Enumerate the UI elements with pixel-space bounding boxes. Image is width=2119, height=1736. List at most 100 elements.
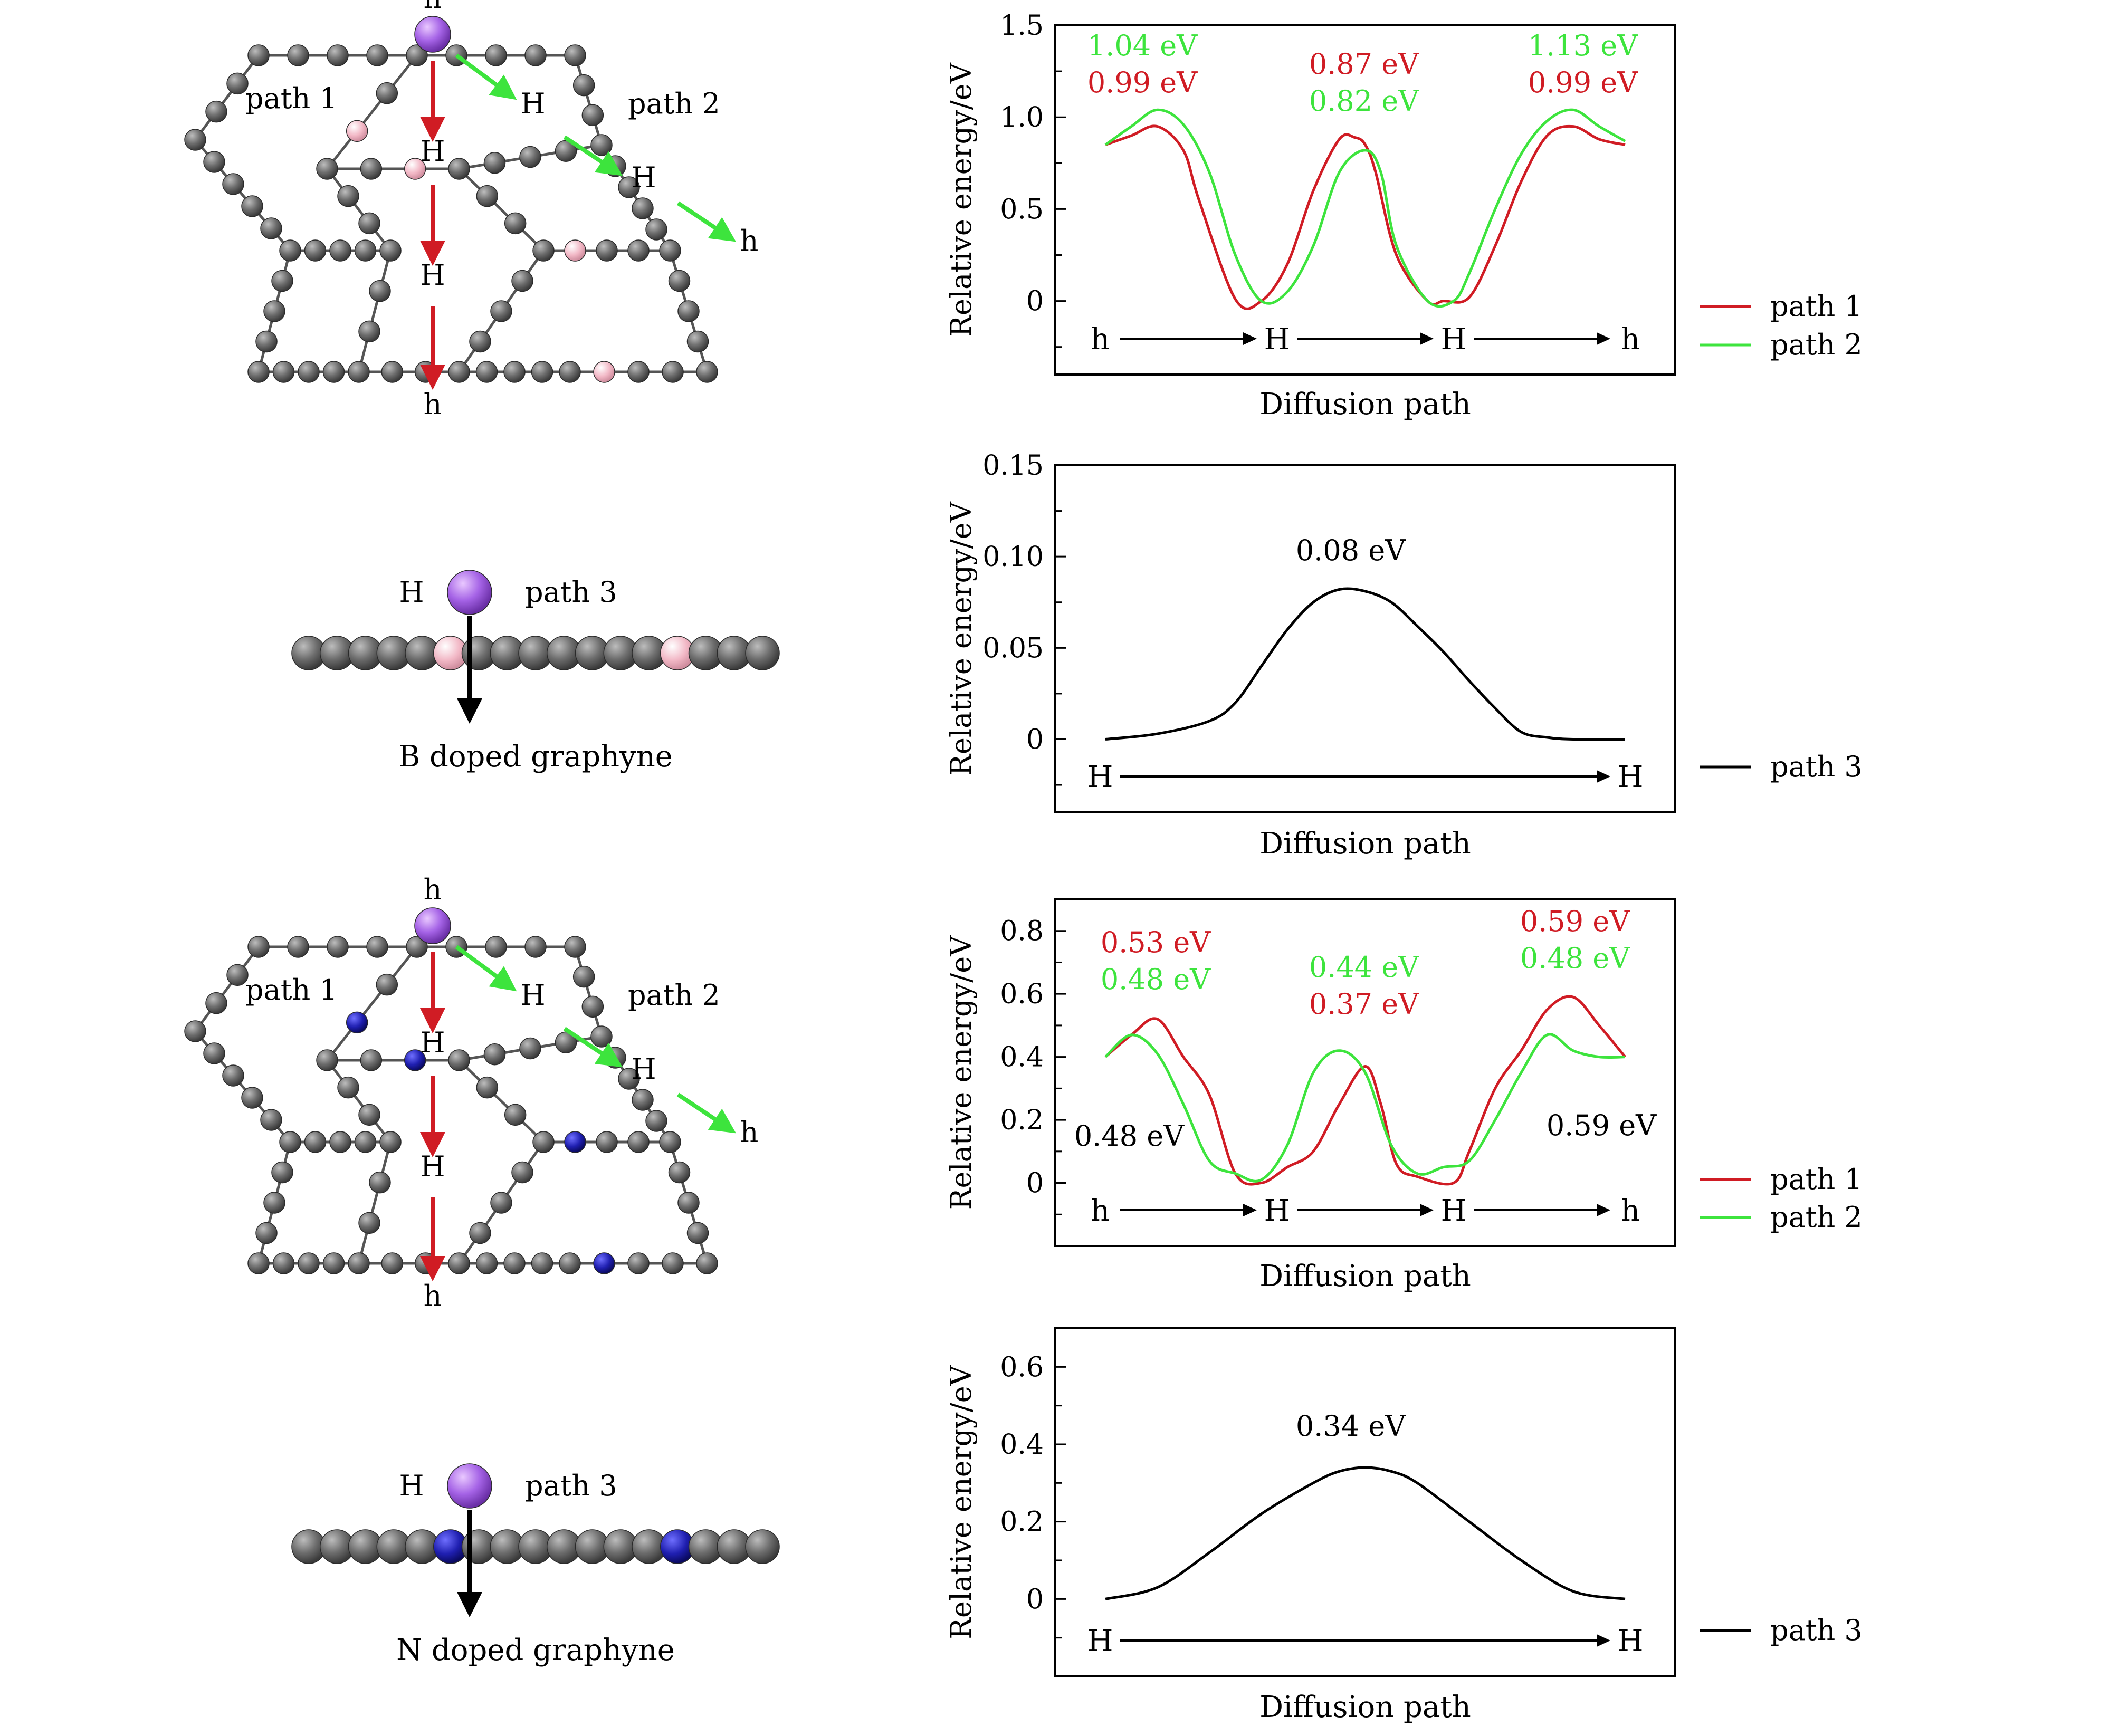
legend-label: path 3	[1770, 750, 1863, 783]
carbon-atom	[327, 44, 349, 66]
chart-n-doped-path3: 0.6 0.4 0.2 0 Relative energy/eV Diffusion pa…	[944, 1327, 1863, 1724]
energy-annotation: 0.48 eV	[1520, 942, 1630, 975]
carbon-atom	[271, 1161, 293, 1184]
hydrogen-atom	[414, 16, 451, 53]
carbon-atom	[316, 158, 338, 180]
carbon-atom	[263, 300, 285, 322]
carbon-atom	[662, 361, 684, 383]
carbon-atom	[668, 1161, 691, 1184]
path-site-label: H	[1264, 322, 1290, 357]
n-doped-top-view: h H Hh H Hh path 1 path 2	[184, 873, 759, 1312]
structure-caption: N doped graphyne	[396, 1633, 675, 1667]
legend-label: path 3	[1770, 1614, 1863, 1647]
carbon-atom	[287, 44, 309, 66]
carbon-atom	[381, 1252, 404, 1274]
legend-label: path 1	[1770, 1163, 1863, 1196]
carbon-atom	[581, 104, 604, 127]
y-tick-label: 0	[1026, 1168, 1044, 1200]
carbon-atom	[519, 1037, 541, 1060]
carbon-atom	[279, 239, 301, 262]
energy-annotation: 0.59 eV	[1520, 905, 1630, 938]
carbon-atom	[358, 1212, 380, 1234]
path2-arrow	[563, 1027, 623, 1068]
carbon-atom	[662, 1252, 684, 1274]
series-line-path-1	[1105, 124, 1626, 310]
carbon-atom	[322, 361, 345, 383]
y-tick-label: 0	[1026, 286, 1044, 318]
carbon-atom	[559, 361, 581, 383]
carbon-atom	[376, 82, 398, 104]
carbon-atom	[745, 636, 780, 670]
carbon-atom	[381, 361, 404, 383]
site-label: h	[424, 1279, 442, 1312]
carbon-atom	[205, 992, 227, 1014]
carbon-atom	[379, 1131, 402, 1153]
energy-annotation: 0.59 eV	[1547, 1109, 1657, 1142]
carbon-atom	[476, 1076, 499, 1099]
carbon-atom	[677, 300, 700, 322]
path2-arrow	[455, 53, 517, 100]
carbon-atom	[504, 212, 527, 235]
path-site-label: H	[1087, 1624, 1113, 1658]
y-tick-label: 0.2	[1000, 1507, 1044, 1538]
site-label: H	[420, 135, 445, 168]
carbon-atom	[475, 361, 498, 383]
path2-arrow	[563, 135, 623, 176]
site-label: H	[420, 258, 445, 292]
series-line-path-2	[1104, 1033, 1626, 1183]
carbon-atom	[369, 280, 391, 302]
carbon-atom	[659, 239, 681, 262]
carbon-atom	[260, 217, 282, 239]
path-arrow-head	[1420, 1204, 1434, 1216]
carbon-atom	[572, 965, 595, 988]
carbon-atom	[532, 239, 555, 262]
path-site-label: H	[1441, 1194, 1467, 1228]
carbon-atom	[696, 1252, 718, 1274]
carbon-atom	[504, 1104, 527, 1126]
y-axis-label: Relative energy/eV	[944, 501, 978, 775]
site-label: H	[631, 161, 656, 194]
path-arrow-head	[1597, 1634, 1610, 1647]
path-site-label: H	[1618, 760, 1644, 794]
carbon-atom	[241, 195, 263, 217]
carbon-atom	[376, 973, 398, 996]
carbon-atom	[279, 1131, 301, 1153]
energy-annotation: 0.34 eV	[1296, 1409, 1406, 1443]
carbon-atom	[247, 44, 270, 66]
carbon-atom	[596, 239, 618, 262]
plot-frame	[1054, 1327, 1676, 1677]
carbon-atom	[304, 239, 327, 262]
energy-annotation: 0.99 eV	[1528, 66, 1638, 99]
carbon-atom	[475, 1252, 498, 1274]
carbon-atom	[590, 134, 613, 156]
carbon-atom	[581, 995, 604, 1018]
path-arrow-head	[1597, 770, 1610, 783]
carbon-atom	[627, 361, 650, 383]
carbon-atom	[511, 1161, 533, 1184]
y-axis-label: Relative energy/eV	[944, 935, 978, 1210]
site-label: h	[740, 1116, 759, 1149]
carbon-atom	[564, 44, 586, 66]
carbon-atom	[369, 1171, 391, 1194]
carbon-atom	[354, 1131, 377, 1153]
carbon-atom	[519, 146, 541, 168]
carbon-atom	[668, 270, 691, 292]
hydrogen-atom	[414, 907, 451, 944]
carbon-atom	[247, 1252, 270, 1274]
energy-annotation: 0.53 eV	[1101, 926, 1211, 959]
energy-annotation: 1.13 eV	[1528, 29, 1638, 62]
carbon-atom	[337, 1076, 359, 1099]
plot-frame	[1054, 464, 1676, 813]
carbon-atom	[203, 1042, 225, 1064]
carbon-atom	[322, 1252, 345, 1274]
path-label: path 2	[628, 979, 720, 1012]
path-arrow-head	[1243, 332, 1257, 345]
legend-label: path 1	[1770, 290, 1863, 323]
path-label: path 2	[628, 87, 720, 120]
carbon-atom	[686, 1222, 709, 1244]
carbon-atom	[485, 936, 507, 958]
carbon-atom	[696, 361, 718, 383]
carbon-atom	[327, 936, 349, 958]
carbon-atom	[260, 1109, 282, 1131]
